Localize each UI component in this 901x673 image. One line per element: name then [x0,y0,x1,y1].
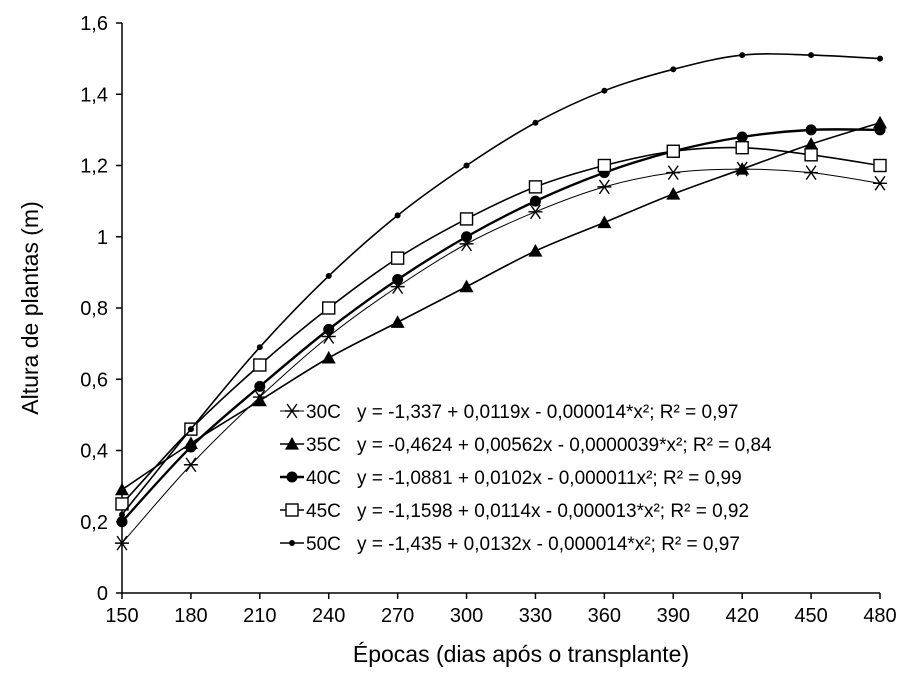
y-tick-label: 0,2 [80,512,108,534]
legend-entry-35C: 35C y = -0,4624 + 0,00562x - 0,0000039*x²… [280,435,772,456]
data-point-45C [529,181,541,193]
y-tick-label: 0,8 [80,298,108,320]
legend-marker [286,504,298,516]
data-point-40C [117,516,128,527]
x-tick-label: 240 [312,605,345,627]
data-point-30C [666,166,680,180]
x-tick-label: 480 [863,605,896,627]
data-point-45C [874,160,886,172]
legend: 30C y = -1,337 + 0,0119x - 0,000014*x²; R… [280,402,772,555]
y-tick-label: 0,6 [80,369,108,391]
legend-equation: y = -1,435 + 0,0132x - 0,000014*x²; R² =… [357,534,740,555]
data-point-45C [805,149,817,161]
legend-entry-40C: 40C y = -1,0881 + 0,0102x - 0,000011x²; R… [280,468,742,489]
data-point-40C [806,124,817,135]
data-point-35C [115,483,129,496]
data-point-50C [395,212,401,218]
legend-series-name: 30C [306,402,341,423]
data-point-45C [461,213,473,225]
data-point-30C [597,180,611,194]
data-point-45C [736,142,748,154]
x-tick-label: 420 [725,605,758,627]
data-point-40C [323,324,334,335]
x-tick-label: 330 [519,605,552,627]
x-tick-label: 150 [105,605,138,627]
data-point-50C [877,56,883,62]
data-point-40C [461,231,472,242]
data-point-30C [873,176,887,190]
legend-series-name: 40C [306,468,341,489]
y-tick-label: 1,6 [80,13,108,35]
data-point-35C [528,244,542,257]
data-point-40C [254,381,265,392]
data-point-45C [323,302,335,314]
x-axis-title: Épocas (dias após o transplante) [353,641,689,667]
data-point-50C [739,52,745,58]
data-point-35C [322,351,336,364]
data-point-45C [598,160,610,172]
x-tick-label: 180 [174,605,207,627]
data-point-45C [667,145,679,157]
x-tick-label: 360 [588,605,621,627]
x-tick-label: 450 [794,605,827,627]
series-40C [117,124,886,527]
data-point-35C [460,280,474,293]
legend-equation: y = -1,0881 + 0,0102x - 0,000011x²; R² =… [357,468,742,489]
data-point-35C [666,187,680,200]
y-tick-label: 1,4 [80,84,108,106]
legend-equation: y = -1,337 + 0,0119x - 0,000014*x²; R² =… [357,402,738,423]
data-point-50C [326,273,332,279]
data-point-30C [528,205,542,219]
data-point-50C [257,344,263,350]
x-tick-label: 390 [657,605,690,627]
data-point-30C [804,166,818,180]
x-tick-label: 210 [243,605,276,627]
y-tick-label: 1,2 [80,156,108,178]
data-point-45C [392,252,404,264]
data-point-50C [532,120,538,126]
y-tick-label: 0,4 [80,441,108,463]
legend-marker [285,404,299,418]
data-point-40C [530,196,541,207]
y-axis-title: Altura de plantas (m) [17,201,43,414]
data-point-40C [737,132,748,143]
data-point-45C [254,359,266,371]
data-point-40C [875,124,886,135]
data-point-35C [804,137,818,150]
legend-entry-50C: 50C y = -1,435 + 0,0132x - 0,000014*x²; R… [280,534,740,555]
data-point-50C [119,512,125,518]
legend-series-name: 50C [306,534,341,555]
series-30C [115,162,887,550]
data-point-50C [670,66,676,72]
legend-equation: y = -0,4624 + 0,00562x - 0,0000039*x²; R… [357,435,772,456]
legend-entry-45C: 45C y = -1,1598 + 0,0114x - 0,000013*x²; … [280,501,749,522]
data-point-40C [392,274,403,285]
data-point-50C [601,88,607,94]
data-point-35C [391,315,405,328]
y-tick-label: 1 [97,227,108,249]
data-point-35C [253,394,267,407]
data-point-50C [188,426,194,432]
data-point-35C [597,216,611,229]
legend-series-name: 45C [306,501,341,522]
y-tick-label: 0 [97,583,108,605]
legend-marker [287,472,298,483]
legend-marker [289,540,295,546]
legend-equation: y = -1,1598 + 0,0114x - 0,000013*x²; R² … [357,501,749,522]
data-point-40C [185,441,196,452]
data-point-50C [464,163,470,169]
x-tick-label: 270 [381,605,414,627]
data-point-50C [808,52,814,58]
series-line-40C [122,129,880,521]
x-tick-label: 300 [450,605,483,627]
legend-entry-30C: 30C y = -1,337 + 0,0119x - 0,000014*x²; R… [280,402,738,423]
legend-series-name: 35C [306,435,341,456]
